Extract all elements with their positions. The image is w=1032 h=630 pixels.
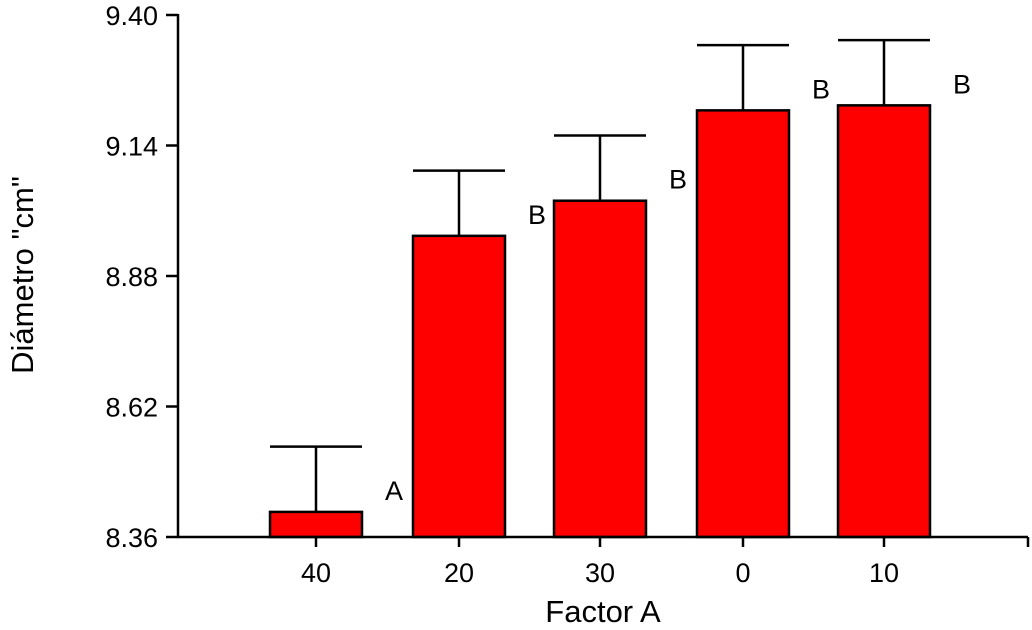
- bar-10: [836, 104, 932, 539]
- y-axis-title: Diámetro "cm": [5, 176, 40, 374]
- group-letters-layer: A B B B B: [385, 69, 971, 506]
- tick-labels-layer: 40 20 30 0 10 8.36 8.62 8.88 9.14 9.40: [105, 1, 899, 588]
- group-letter-10: B: [953, 69, 971, 99]
- x-tick-label-20: 20: [444, 558, 474, 588]
- bar-40: [268, 510, 364, 539]
- x-axis-title: Factor A: [545, 594, 661, 629]
- group-letter-40: A: [385, 476, 403, 506]
- group-letter-20: B: [528, 200, 546, 230]
- bar-0: [695, 109, 791, 539]
- y-tick-label-9.14: 9.14: [105, 132, 158, 162]
- axes-layer: [166, 13, 1030, 547]
- y-tick-label-8.36: 8.36: [105, 523, 158, 553]
- group-letter-30: B: [669, 165, 687, 195]
- group-letter-0: B: [812, 74, 830, 104]
- x-tick-label-10: 10: [869, 558, 899, 588]
- bar-30: [552, 199, 648, 539]
- y-tick-label-9.40: 9.40: [105, 1, 158, 31]
- y-tick-label-8.88: 8.88: [105, 262, 158, 292]
- error-bars-layer: [270, 38, 930, 512]
- y-tick-label-8.62: 8.62: [105, 393, 158, 423]
- x-tick-label-30: 30: [585, 558, 615, 588]
- x-tick-label-40: 40: [301, 558, 331, 588]
- bar-20: [411, 234, 507, 539]
- x-tick-label-0: 0: [735, 558, 750, 588]
